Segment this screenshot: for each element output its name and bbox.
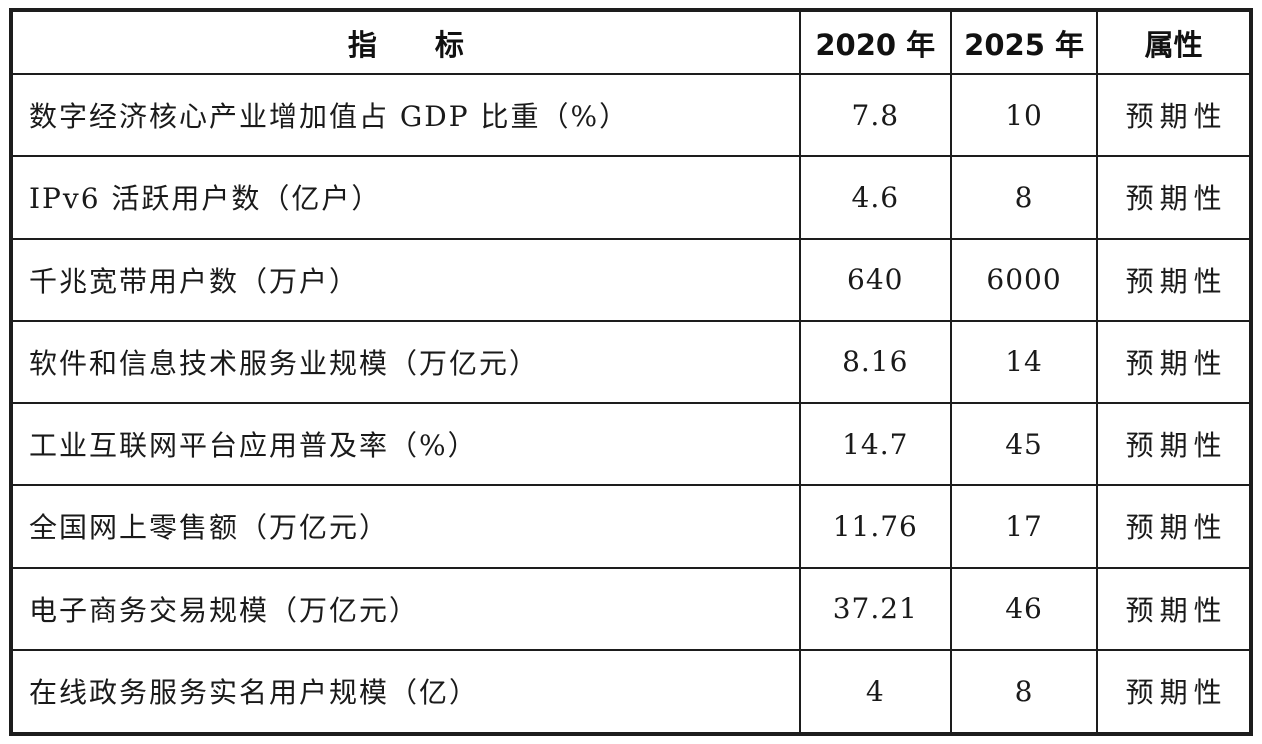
value-2020-cell: 4.6	[798, 155, 952, 240]
indicator-cell: 电子商务交易规模（万亿元）	[10, 566, 801, 651]
attribute-cell: 预期性	[1096, 155, 1252, 240]
indicator-cell: 全国网上零售额（万亿元）	[10, 484, 801, 569]
indicator-cell: 千兆宽带用户数（万户）	[10, 237, 801, 322]
value-2020-cell: 11.76	[798, 484, 952, 569]
table-row: IPv6 活跃用户数（亿户） 4.6 8 预期性	[10, 155, 1252, 240]
value-2020-cell: 37.21	[798, 566, 952, 651]
indicator-cell: 软件和信息技术服务业规模（万亿元）	[10, 319, 801, 405]
value-2025-cell: 6000	[949, 237, 1099, 322]
value-2025-cell: 8	[949, 648, 1099, 736]
attribute-cell: 预期性	[1096, 402, 1252, 487]
value-2025-cell: 10	[949, 72, 1099, 158]
value-2025-cell: 45	[949, 402, 1099, 487]
table-row: 千兆宽带用户数（万户） 640 6000 预期性	[10, 237, 1252, 322]
table-row: 全国网上零售额（万亿元） 11.76 17 预期性	[10, 484, 1252, 569]
value-2020-cell: 8.16	[798, 319, 952, 405]
col-header-attribute: 属性	[1096, 9, 1252, 75]
attribute-cell: 预期性	[1096, 72, 1252, 158]
col-header-2020: 2020 年	[798, 9, 952, 75]
attribute-cell: 预期性	[1096, 237, 1252, 322]
value-2025-cell: 14	[949, 319, 1099, 405]
value-2025-cell: 8	[949, 155, 1099, 240]
value-2020-cell: 14.7	[798, 402, 952, 487]
value-2020-cell: 7.8	[798, 72, 952, 158]
table-row: 工业互联网平台应用普及率（%） 14.7 45 预期性	[10, 402, 1252, 487]
indicator-cell: 在线政务服务实名用户规模（亿）	[10, 648, 801, 736]
indicators-table: 指 标 2020 年 2025 年 属性 数字经济核心产业增加值占 GDP 比重…	[9, 8, 1253, 736]
indicator-cell: IPv6 活跃用户数（亿户）	[10, 155, 801, 240]
value-2025-cell: 17	[949, 484, 1099, 569]
indicator-cell: 工业互联网平台应用普及率（%）	[10, 402, 801, 487]
header-row: 指 标 2020 年 2025 年 属性	[10, 9, 1252, 75]
attribute-cell: 预期性	[1096, 319, 1252, 405]
col-header-indicator: 指 标	[10, 9, 801, 75]
table-row: 软件和信息技术服务业规模（万亿元） 8.16 14 预期性	[10, 319, 1252, 405]
attribute-cell: 预期性	[1096, 648, 1252, 736]
col-header-2025: 2025 年	[949, 9, 1099, 75]
indicator-cell: 数字经济核心产业增加值占 GDP 比重（%）	[10, 72, 801, 158]
table-row: 电子商务交易规模（万亿元） 37.21 46 预期性	[10, 566, 1252, 651]
table-row: 数字经济核心产业增加值占 GDP 比重（%） 7.8 10 预期性	[10, 72, 1252, 158]
attribute-cell: 预期性	[1096, 566, 1252, 651]
value-2025-cell: 46	[949, 566, 1099, 651]
table-row: 在线政务服务实名用户规模（亿） 4 8 预期性	[10, 648, 1252, 736]
value-2020-cell: 4	[798, 648, 952, 736]
attribute-cell: 预期性	[1096, 484, 1252, 569]
value-2020-cell: 640	[798, 237, 952, 322]
